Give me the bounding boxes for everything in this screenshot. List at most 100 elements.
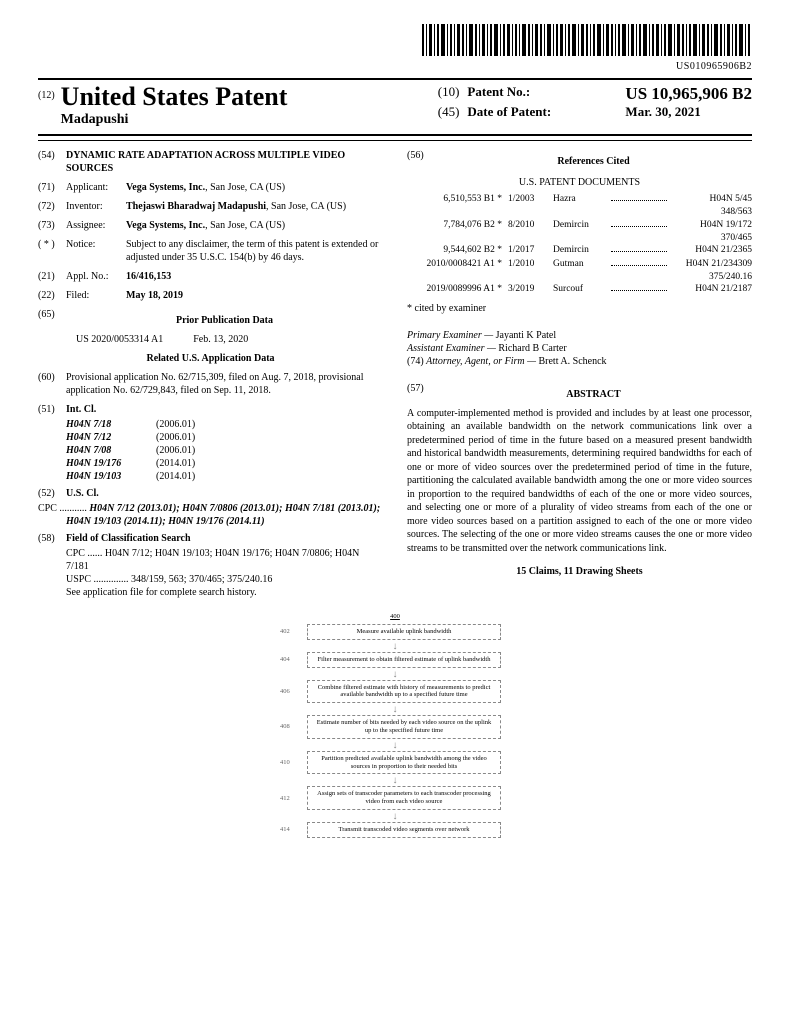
step-5: Assign sets of transcoder parameters to … (307, 786, 501, 810)
notice-num: ( * ) (38, 238, 66, 264)
step-4-num: 410 (280, 759, 298, 766)
arrow-icon: ↓ (280, 741, 510, 751)
ref-row-2: 9,544,602 B2 *1/2017DemircinH04N 21/2365 (407, 244, 752, 256)
attorney-name: Brett A. Schenck (538, 356, 606, 367)
search-label: Field of Classification Search (66, 532, 383, 545)
patent-main-title: United States Patent (61, 84, 288, 110)
ref-row-4: 2019/0089996 A1 *3/2019SurcoufH04N 21/21… (407, 283, 752, 295)
filed-date: May 18, 2019 (126, 289, 383, 302)
field-21-applno: (21) Appl. No.: 16/416,153 (38, 270, 383, 283)
primary-examiner: Primary Examiner — Jayanti K Patel (407, 329, 752, 342)
arrow-icon: ↓ (280, 670, 510, 680)
arrow-icon: ↓ (280, 705, 510, 715)
right-column: (56) References Cited U.S. PATENT DOCUME… (407, 149, 752, 599)
step-3: Estimate number of bits needed by each v… (307, 715, 501, 739)
step-0: Measure available uplink bandwidth (307, 624, 501, 640)
field-60-provisional: (60) Provisional application No. 62/715,… (38, 371, 383, 397)
f58-num: (58) (38, 532, 66, 545)
f65-num: (65) (38, 308, 66, 346)
field-73-assignee: (73) Assignee: Vega Systems, Inc., San J… (38, 219, 383, 232)
header-code-12: (12) (38, 90, 55, 101)
f73-label: Assignee: (66, 219, 126, 232)
provisional-text: Provisional application No. 62/715,309, … (66, 371, 383, 397)
intcl-0: H04N 7/18 (38, 418, 156, 431)
search-cpc: CPC ...... H04N 7/12; H04N 19/103; H04N … (38, 547, 383, 573)
patent-number: US 10,965,906 B2 (625, 84, 752, 104)
left-column: (54) DYNAMIC RATE ADAPTATION ACROSS MULT… (38, 149, 383, 599)
step-1-num: 404 (280, 656, 298, 663)
field-22-filed: (22) Filed: May 18, 2019 (38, 289, 383, 302)
notice-label: Notice: (66, 238, 126, 264)
field-52-uscl: (52) U.S. Cl. (38, 487, 383, 500)
step-6: Transmit transcoded video segments over … (307, 822, 501, 838)
ref-sub-1: 370/465 (407, 232, 752, 244)
attorney: (74) Attorney, Agent, or Firm — Brett A.… (407, 355, 752, 368)
barcode-region: US010965906B2 (38, 24, 752, 72)
rule-thin (38, 140, 752, 141)
hr-code-10: (10) (438, 84, 460, 104)
intcl-2-year: (2006.01) (156, 444, 195, 457)
step-2: Combine filtered estimate with history o… (307, 680, 501, 704)
application-number: 16/416,153 (126, 270, 383, 283)
ref-sub-0: 348/563 (407, 206, 752, 218)
two-column-body: (54) DYNAMIC RATE ADAPTATION ACROSS MULT… (38, 149, 752, 599)
arrow-icon: ↓ (280, 776, 510, 786)
ref-row-1: 7,784,076 B2 *8/2010DemircinH04N 19/172 (407, 219, 752, 231)
f21-label: Appl. No.: (66, 270, 126, 283)
hr-label-date: Date of Patent: (467, 104, 617, 120)
references-list: 6,510,553 B1 *1/2003HazraH04N 5/45 348/5… (407, 193, 752, 296)
arrow-icon: ↓ (280, 812, 510, 822)
intcl-list: H04N 7/18(2006.01) H04N 7/12(2006.01) H0… (38, 418, 383, 483)
assignee-name: Vega Systems, Inc. (126, 220, 205, 231)
related-app-head: Related U.S. Application Data (38, 352, 383, 365)
intcl-label: Int. Cl. (66, 403, 383, 416)
abstract-text: A computer-implemented method is provide… (407, 407, 752, 556)
intcl-3: H04N 19/176 (38, 457, 156, 470)
attorney-label: Attorney, Agent, or Firm — (426, 356, 536, 367)
ref-row-0: 6,510,553 B1 *1/2003HazraH04N 5/45 (407, 193, 752, 205)
field-56-refs: (56) References Cited (407, 149, 752, 174)
ref-row-3: 2010/0008421 A1 *1/2010GutmanH04N 21/234… (407, 258, 752, 270)
patent-date: Mar. 30, 2021 (625, 104, 700, 120)
flowchart-number: 400 (280, 613, 510, 620)
search-uspc: USPC .............. 348/159, 563; 370/46… (38, 573, 383, 586)
field-notice: ( * ) Notice: Subject to any disclaimer,… (38, 238, 383, 264)
intcl-4-year: (2014.01) (156, 470, 195, 483)
step-5-num: 412 (280, 795, 298, 802)
f21-num: (21) (38, 270, 66, 283)
step-3-num: 408 (280, 723, 298, 730)
f73-num: (73) (38, 219, 66, 232)
search-note: See application file for complete search… (38, 586, 383, 599)
cpc-text: CPC ........... H04N 7/12 (2013.01); H04… (38, 502, 383, 528)
barcode-graphic (422, 24, 752, 56)
f54-num: (54) (38, 149, 66, 175)
uscl-label: U.S. Cl. (66, 487, 383, 500)
f57-num: (57) (407, 382, 435, 407)
abstract-head: ABSTRACT (435, 388, 752, 401)
intcl-4: H04N 19/103 (38, 470, 156, 483)
step-4: Partition predicted available uplink ban… (307, 751, 501, 775)
intcl-3-year: (2014.01) (156, 457, 195, 470)
barcode-number: US010965906B2 (38, 61, 752, 72)
f72-label: Inventor: (66, 200, 126, 213)
assistant-examiner-label: Assistant Examiner — (407, 343, 496, 354)
field-58-search: (58) Field of Classification Search (38, 532, 383, 545)
field-72-inventor: (72) Inventor: Thejaswi Bharadwaj Madapu… (38, 200, 383, 213)
cited-by-examiner-note: * cited by examiner (407, 302, 752, 315)
f52-num: (52) (38, 487, 66, 500)
rule-thick-top (38, 78, 752, 80)
f71-num: (71) (38, 181, 66, 194)
us-patent-docs-head: U.S. PATENT DOCUMENTS (407, 176, 752, 189)
intcl-2: H04N 7/08 (38, 444, 156, 457)
f60-num: (60) (38, 371, 66, 397)
inventor-full-name: Thejaswi Bharadwaj Madapushi (126, 201, 266, 212)
primary-examiner-name: Jayanti K Patel (496, 330, 557, 341)
assistant-examiner: Assistant Examiner — Richard B Carter (407, 342, 752, 355)
prior-pub-date: Feb. 13, 2020 (193, 333, 248, 346)
header: (12) United States Patent Madapushi (10)… (38, 84, 752, 128)
field-71-applicant: (71) Applicant: Vega Systems, Inc., San … (38, 181, 383, 194)
abstract-header: (57) ABSTRACT (407, 382, 752, 407)
intcl-1-year: (2006.01) (156, 431, 195, 444)
claims-sheets: 15 Claims, 11 Drawing Sheets (407, 565, 752, 578)
field-51-intcl: (51) Int. Cl. (38, 403, 383, 416)
